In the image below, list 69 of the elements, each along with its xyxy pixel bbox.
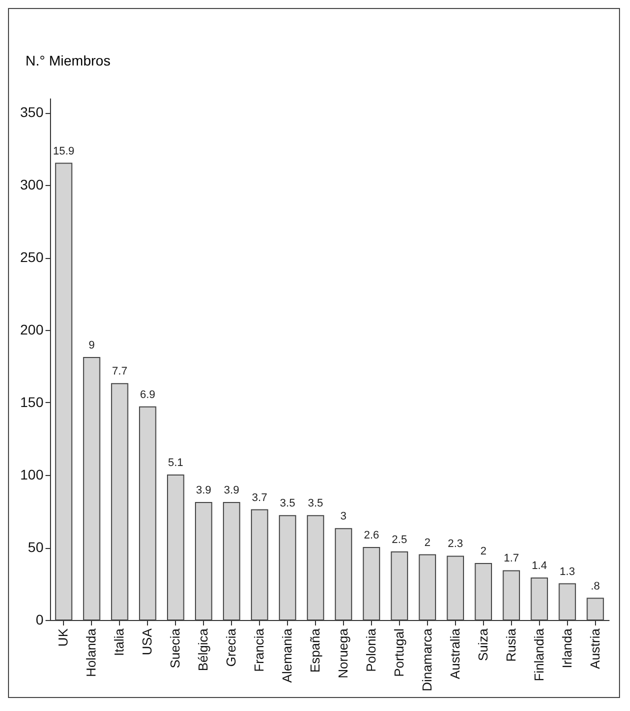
y-tick-label: 200 <box>20 322 44 338</box>
annotation: 2 <box>480 545 486 558</box>
bar <box>390 551 408 620</box>
annotation: 3.5 <box>280 498 296 510</box>
annotation: 1.7 <box>504 552 520 565</box>
x-tick-label: Italia <box>112 628 127 656</box>
x-tick-label: Alemania <box>280 628 295 683</box>
x-tick-label: Francia <box>252 628 267 672</box>
bar <box>111 383 128 620</box>
annotation: .8 <box>590 580 600 592</box>
x-tick-label: Rusia <box>503 628 518 662</box>
y-tick-label: 0 <box>36 612 44 628</box>
y-tick-label: 50 <box>28 539 44 555</box>
y-tick-label: 350 <box>20 104 44 120</box>
annotation: 3.9 <box>196 484 212 497</box>
x-tick-label: Australia <box>447 628 462 680</box>
x-tick-label: UK <box>56 628 71 647</box>
bar <box>250 509 268 620</box>
y-tick-label: 150 <box>20 394 44 410</box>
bar <box>55 162 72 620</box>
y-axis-title: N.° Miembros <box>26 52 110 68</box>
bar <box>222 502 240 620</box>
bar <box>167 474 184 620</box>
annotation: 2 <box>424 536 430 549</box>
annotation: 3.7 <box>252 492 268 504</box>
annotation: 2.6 <box>364 530 380 542</box>
bar <box>418 554 436 620</box>
annotation: 3.5 <box>308 498 324 510</box>
x-tick-label: Polonia <box>363 628 378 672</box>
x-tick-label: España <box>308 628 323 673</box>
bar <box>306 515 324 620</box>
x-tick-label: Dinamarca <box>419 628 434 692</box>
y-tick-label: 300 <box>20 176 44 192</box>
x-tick-label: Irlanda <box>559 628 574 668</box>
x-tick-label: Suecia <box>168 628 183 668</box>
annotation: 9 <box>88 340 95 352</box>
bar <box>83 357 100 620</box>
bar <box>334 528 352 620</box>
bar <box>362 547 380 620</box>
x-tick-label: Noruega <box>335 628 350 678</box>
bar <box>474 562 492 620</box>
bar <box>558 583 576 620</box>
annotation: 1.4 <box>532 560 547 572</box>
annotation: 15.9 <box>53 145 74 158</box>
bar <box>194 502 212 620</box>
x-tick-label: Grecia <box>224 628 239 667</box>
bar <box>278 515 296 620</box>
annotation: 6.9 <box>140 388 156 401</box>
bar <box>586 598 604 620</box>
bar <box>446 556 464 620</box>
annotation: 1.3 <box>560 566 575 578</box>
annotation: 3 <box>340 510 347 523</box>
y-tick-label: 100 <box>20 466 44 482</box>
x-tick-label: Holanda <box>84 628 99 677</box>
x-tick-label: USA <box>140 628 155 656</box>
x-tick-label: Bélgica <box>196 628 211 672</box>
x-tick-label: Austria <box>587 628 602 669</box>
annotation: 2.5 <box>392 534 408 546</box>
bar <box>502 570 520 620</box>
y-tick-label: 250 <box>20 249 44 265</box>
x-tick-label: Finlandia <box>531 628 546 682</box>
annotation: 5.1 <box>168 457 184 469</box>
bar <box>139 406 156 620</box>
x-tick-label: Suiza <box>475 628 490 662</box>
x-tick-label: Portugal <box>391 628 406 677</box>
annotation: 3.9 <box>224 484 240 497</box>
annotation: 7.7 <box>112 366 128 378</box>
bar <box>530 577 548 620</box>
annotation: 2.3 <box>448 538 464 550</box>
